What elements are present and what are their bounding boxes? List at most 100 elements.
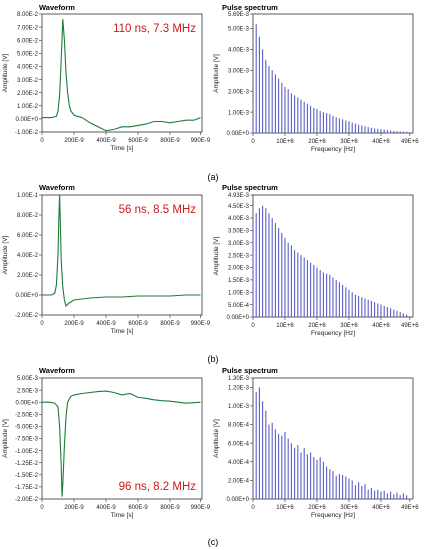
waveform-title: Waveform xyxy=(39,366,75,375)
y-axis-label: Amplitude [V] xyxy=(2,419,9,458)
x-tick-label: 40E+6 xyxy=(372,323,390,329)
x-tick-label: 800E-9 xyxy=(160,505,180,511)
x-axis-label: Frequency [Hz] xyxy=(311,146,355,153)
x-tick-label: 0 xyxy=(251,323,255,329)
waveform-series-line xyxy=(42,194,201,308)
panel-c: Waveform Pulse spectrum (c) -2.00E-2 -1.7… xyxy=(2,366,419,547)
y-tick-label: 4.50E-3 xyxy=(228,204,250,210)
spectrum-plot: 0.00E+0 2.00E-4 4.00E-4 6.00E-4 8.00E-4 1.00E… xyxy=(213,376,419,519)
x-tick-label: 800E-9 xyxy=(160,138,180,144)
x-tick-label: 20E+6 xyxy=(308,505,326,511)
x-axis-label: Time [s] xyxy=(111,145,134,152)
spectrum-title: Pulse spectrum xyxy=(222,3,278,12)
x-tick-label: 49E+6 xyxy=(401,139,419,145)
x-tick-label: 0 xyxy=(251,139,255,145)
x-tick-label: 400E-9 xyxy=(96,138,116,144)
x-tick-label: 200E-9 xyxy=(64,321,84,327)
spectrum-plot: 0.00E+0 1.00E-3 2.00E-3 3.00E-3 4.00E-3 5.00E… xyxy=(213,12,419,153)
x-tick-label: 0 xyxy=(40,321,44,327)
y-tick-label: -2.00E-2 xyxy=(15,497,39,503)
y-tick-label: 4.93E-3 xyxy=(228,193,250,199)
y-tick-label: -2.50E-3 xyxy=(15,413,39,419)
y-tick-label: 0.00E+0 xyxy=(15,293,38,299)
y-axis-label: Amplitude [V] xyxy=(213,236,220,275)
y-tick-label: 7.00E-2 xyxy=(17,25,39,31)
waveform-series-line xyxy=(42,390,201,497)
x-tick-label: 30E+6 xyxy=(340,505,358,511)
pulse-annotation: 110 ns, 7.3 MHz xyxy=(113,23,196,35)
y-tick-label: 5.00E-4 xyxy=(228,303,250,309)
x-tick-label: 30E+6 xyxy=(340,323,358,329)
y-tick-label: 8.00E-2 xyxy=(17,12,39,18)
y-tick-label: 1.00E-3 xyxy=(228,290,250,296)
panel-a: Waveform Pulse spectrum (a) -1.00E-2 0.00… xyxy=(2,3,419,182)
y-tick-label: -1.50E-2 xyxy=(15,473,39,479)
x-tick-label: 990E-9 xyxy=(191,138,211,144)
x-tick-label: 600E-9 xyxy=(128,138,148,144)
x-tick-label: 0 xyxy=(40,505,44,511)
spectrum-title: Pulse spectrum xyxy=(222,366,278,375)
y-axis-label: Amplitude [V] xyxy=(213,54,220,93)
waveform-series-line xyxy=(42,19,201,132)
y-tick-label: 5.00E-3 xyxy=(17,376,39,382)
y-tick-label: 2.50E-3 xyxy=(228,253,250,259)
x-tick-label: 600E-9 xyxy=(128,505,148,511)
y-tick-label: -1.75E-2 xyxy=(15,485,39,491)
x-tick-label: 10E+6 xyxy=(276,505,294,511)
y-tick-label: 3.00E-2 xyxy=(17,78,39,84)
y-tick-label: 8.00E-4 xyxy=(228,423,250,429)
y-tick-label: 6.00E-4 xyxy=(228,441,250,447)
y-tick-label: 0.00E+0 xyxy=(226,315,249,321)
y-tick-label: 4.00E-3 xyxy=(228,216,250,222)
y-tick-label: 1.00E-2 xyxy=(17,104,39,110)
y-tick-label: 0.00E+0 xyxy=(15,400,38,406)
y-tick-label: 1.00E-1 xyxy=(17,193,39,199)
spectrum-plot: 0.00E+0 5.00E-4 1.00E-3 1.50E-3 2.00E-3 2.50E… xyxy=(213,193,419,337)
x-tick-label: 30E+6 xyxy=(340,139,358,145)
waveform-plot: -1.00E-2 0.00E+0 1.00E-2 2.00E-2 3.00E-2 4.00… xyxy=(2,12,211,152)
x-tick-label: 0 xyxy=(251,505,255,511)
x-tick-label: 20E+6 xyxy=(308,323,326,329)
x-tick-label: 20E+6 xyxy=(308,139,326,145)
x-tick-label: 200E-9 xyxy=(64,138,84,144)
x-tick-label: 10E+6 xyxy=(276,139,294,145)
y-axis-label: Amplitude [V] xyxy=(2,53,9,92)
x-tick-label: 600E-9 xyxy=(128,321,148,327)
y-tick-label: 1.00E-3 xyxy=(228,404,250,410)
y-tick-label: 1.30E-3 xyxy=(228,376,250,382)
y-tick-label: -7.50E-3 xyxy=(15,437,39,443)
y-tick-label: 4.00E-2 xyxy=(17,65,39,71)
x-axis-label: Frequency [Hz] xyxy=(311,512,355,519)
x-axis-label: Frequency [Hz] xyxy=(311,330,355,337)
waveform-title: Waveform xyxy=(39,183,75,192)
y-axis-label: Amplitude [V] xyxy=(2,235,9,274)
y-tick-label: 2.00E-3 xyxy=(228,89,250,95)
y-tick-label: 5.69E-3 xyxy=(228,12,250,18)
y-tick-label: -1.00E-2 xyxy=(15,449,39,455)
y-tick-label: -1.00E-2 xyxy=(15,130,39,136)
x-tick-label: 990E-9 xyxy=(191,505,211,511)
y-tick-label: 2.00E-2 xyxy=(17,91,39,97)
y-tick-label: 6.00E-2 xyxy=(17,233,39,239)
x-tick-label: 40E+6 xyxy=(372,505,390,511)
plot-area xyxy=(252,13,414,134)
y-axis-label: Amplitude [V] xyxy=(213,419,220,458)
x-tick-label: 200E-9 xyxy=(64,505,84,511)
x-tick-label: 800E-9 xyxy=(160,321,180,327)
y-tick-label: 3.00E-3 xyxy=(228,241,250,247)
y-tick-label: 0.00E+0 xyxy=(226,497,249,503)
x-tick-label: 0 xyxy=(40,138,44,144)
x-tick-label: 49E+6 xyxy=(401,323,419,329)
panel-caption: (c) xyxy=(208,537,219,547)
panel-b: Waveform Pulse spectrum (b) -2.00E-2 0.00… xyxy=(2,183,419,364)
plot-area xyxy=(41,377,203,500)
y-tick-label: 4.00E-2 xyxy=(17,253,39,259)
x-tick-label: 40E+6 xyxy=(372,139,390,145)
y-tick-label: 5.00E-3 xyxy=(228,27,250,33)
y-tick-label: 4.00E-3 xyxy=(228,48,250,54)
waveform-plot: -2.00E-2 0.00E+0 2.00E-2 4.00E-2 6.00E-2 8.00… xyxy=(2,193,211,335)
y-tick-label: -2.00E-2 xyxy=(15,313,39,319)
y-tick-label: 6.00E-2 xyxy=(17,38,39,44)
spectrum-title: Pulse spectrum xyxy=(222,183,278,192)
